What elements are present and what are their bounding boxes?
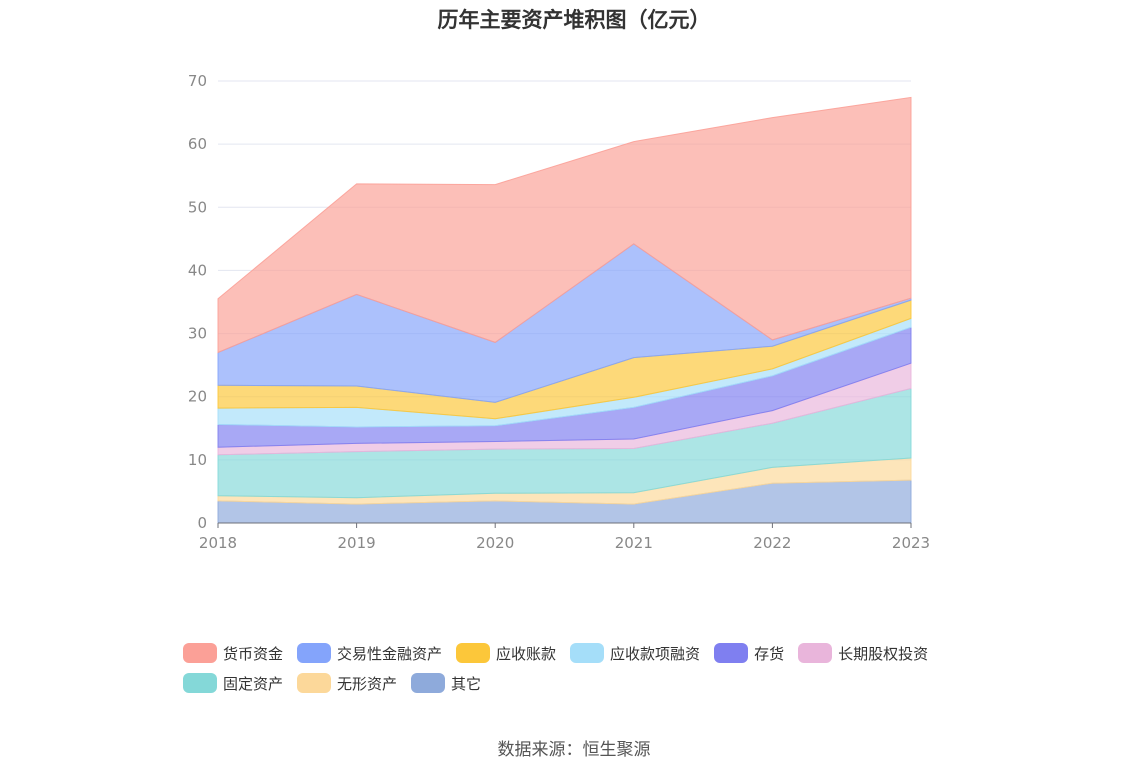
y-tick-label: 30	[188, 325, 207, 343]
legend-swatch	[183, 673, 217, 693]
y-tick-label: 70	[188, 72, 207, 90]
chart-title: 历年主要资产堆积图（亿元）	[437, 8, 711, 32]
legend: 货币资金 交易性金融资产 应收账款 应收款项融资 存货 长期股权投资固定资产 无形资产 其它	[183, 638, 1003, 698]
source-note: 数据来源：恒生聚源	[497, 740, 651, 760]
legend-swatch	[297, 643, 332, 663]
legend-label: 其它	[451, 674, 482, 693]
legend-item[interactable]: 货币资金	[183, 638, 283, 668]
x-tick-label: 2018	[199, 534, 237, 552]
legend-swatch	[570, 643, 605, 663]
x-tick-label: 2023	[892, 534, 930, 552]
legend-label: 应收账款	[496, 644, 557, 663]
legend-item[interactable]: 交易性金融资产	[297, 638, 442, 668]
x-tick-label: 2022	[753, 534, 791, 552]
legend-item[interactable]: 固定资产	[183, 668, 283, 698]
legend-swatch	[297, 673, 332, 693]
legend-item[interactable]: 其它	[411, 668, 481, 698]
y-tick-label: 0	[197, 514, 207, 532]
legend-swatch	[411, 673, 446, 693]
legend-item[interactable]: 应收款项融资	[570, 638, 700, 668]
axes: 0 10 20 30 40 50 60 70 2018 2019 2020 2021 2022 2023	[188, 72, 930, 552]
x-tick-label: 2020	[476, 534, 514, 552]
legend-label: 应收款项融资	[610, 644, 701, 663]
area-series	[217, 96, 912, 524]
legend-item[interactable]: 应收账款	[456, 638, 556, 668]
legend-item[interactable]: 无形资产	[297, 668, 397, 698]
legend-item[interactable]: 存货	[714, 638, 784, 668]
y-tick-label: 60	[188, 135, 207, 153]
legend-label: 无形资产	[337, 674, 398, 693]
legend-swatch	[714, 643, 749, 663]
legend-swatch	[456, 643, 491, 663]
legend-label: 固定资产	[223, 674, 284, 693]
legend-label: 长期股权投资	[838, 644, 929, 663]
y-tick-label: 50	[188, 198, 207, 216]
x-tick-label: 2021	[615, 534, 653, 552]
y-tick-label: 10	[188, 451, 207, 469]
stacked-area-chart: 0 10 20 30 40 50 60 70 2018 2019 2020 2021 2022 2023	[188, 72, 930, 552]
legend-swatch	[798, 643, 833, 663]
y-tick-label: 40	[188, 261, 207, 279]
legend-swatch	[183, 643, 217, 663]
legend-label: 交易性金融资产	[337, 644, 443, 663]
x-tick-label: 2019	[338, 534, 376, 552]
y-tick-label: 20	[188, 388, 207, 406]
legend-item[interactable]: 长期股权投资	[798, 638, 928, 668]
legend-label: 存货	[754, 644, 785, 663]
area-series-8	[217, 96, 912, 354]
legend-label: 货币资金	[223, 644, 284, 663]
